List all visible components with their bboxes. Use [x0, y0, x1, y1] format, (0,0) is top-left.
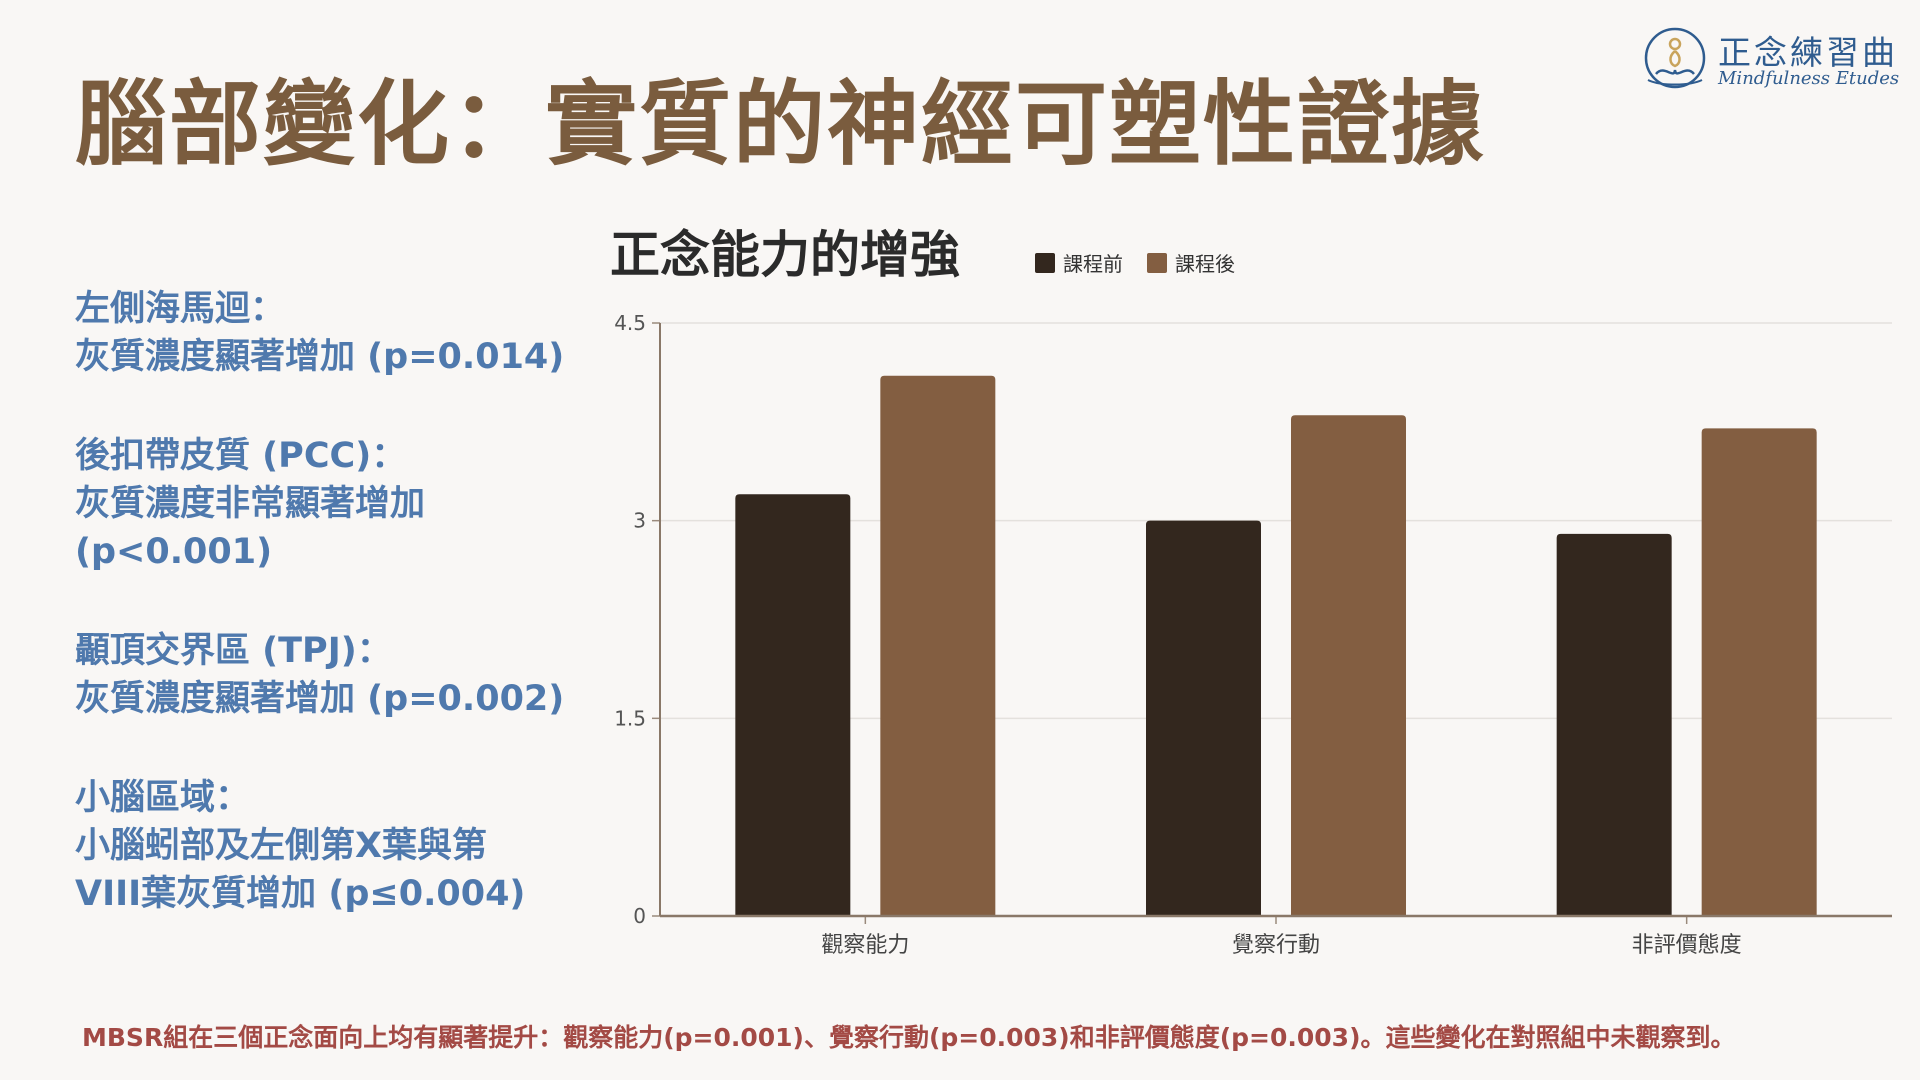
y-tick-label: 1.5	[614, 706, 646, 730]
legend-item-after: 課程後	[1147, 248, 1235, 277]
y-tick-label: 4.5	[614, 311, 646, 335]
y-tick-label: 0	[633, 904, 646, 928]
chart-legend: 課程前 課程後	[1035, 248, 1235, 277]
bar-after	[1701, 428, 1817, 916]
page-title: 腦部變化：實質的神經可塑性證據	[75, 71, 1486, 178]
findings-list: 左側海馬迴： 灰質濃度顯著增加 (p=0.014) 後扣帶皮質 (PCC)： 灰…	[75, 285, 595, 969]
finding-line: 灰質濃度非常顯著增加	[75, 484, 426, 524]
finding-heading: 左側海馬迴：	[75, 289, 286, 329]
bar-before	[735, 494, 851, 916]
legend-item-before: 課程前	[1035, 248, 1123, 277]
finding-heading: 小腦區域：	[75, 778, 251, 818]
legend-label-before: 課程前	[1063, 252, 1123, 276]
bar-after	[1291, 415, 1406, 916]
finding-line: (p<0.001)	[75, 532, 273, 572]
legend-swatch-before	[1035, 252, 1055, 273]
finding-line: 灰質濃度顯著增加 (p=0.002)	[75, 679, 565, 719]
bar-before	[1556, 533, 1672, 916]
bar-after	[880, 375, 996, 916]
logo-subtitle: Mindfulness Etudes	[1718, 68, 1900, 89]
x-tick-label: 覺察行動	[1232, 933, 1320, 958]
x-tick-label: 觀察能力	[821, 933, 909, 958]
legend-swatch-after	[1147, 252, 1167, 273]
x-tick-label: 非評價態度	[1632, 933, 1742, 958]
finding-hippocampus: 左側海馬迴： 灰質濃度顯著增加 (p=0.014)	[75, 285, 595, 381]
chart-title: 正念能力的增強	[610, 226, 960, 284]
finding-heading: 後扣帶皮質 (PCC)：	[75, 436, 407, 476]
finding-line: VIII葉灰質增加 (p≤0.004)	[75, 874, 526, 914]
finding-tpj: 顳頂交界區 (TPJ)： 灰質濃度顯著增加 (p=0.002)	[75, 627, 595, 723]
logo: 正念練習曲 Mindfulness Etudes	[1640, 22, 1910, 102]
finding-cerebellum: 小腦區域： 小腦蚓部及左側第X葉與第 VIII葉灰質增加 (p≤0.004)	[75, 774, 595, 918]
finding-pcc: 後扣帶皮質 (PCC)： 灰質濃度非常顯著增加 (p<0.001)	[75, 432, 595, 576]
y-tick-label: 3	[633, 509, 646, 533]
logo-name: 正念練習曲	[1718, 33, 1898, 72]
footnote: MBSR組在三個正念面向上均有顯著提升：觀察能力(p=0.001)、覺察行動(p…	[82, 1023, 1736, 1052]
bar-before	[1146, 520, 1261, 916]
finding-heading: 顳頂交界區 (TPJ)：	[75, 631, 392, 671]
meditation-logo-icon	[1644, 27, 1706, 89]
finding-line: 小腦蚓部及左側第X葉與第	[75, 826, 487, 866]
legend-label-after: 課程後	[1175, 252, 1235, 276]
bar-chart: 0 1.5 3 4.5 觀察能力 覺察行動 非評價態度	[614, 311, 1892, 958]
finding-line: 灰質濃度顯著增加 (p=0.014)	[75, 337, 565, 377]
